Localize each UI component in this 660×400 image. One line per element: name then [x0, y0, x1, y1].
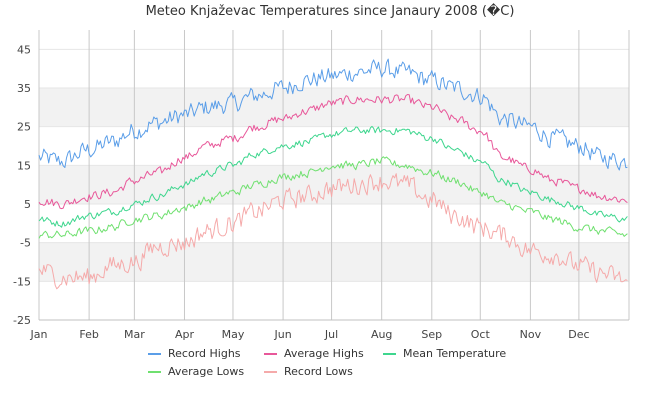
x-tick-label: Jul: [324, 328, 338, 341]
series-line-average-highs: [38, 94, 628, 210]
legend-label: Record Highs: [168, 347, 241, 360]
tick-labels: -25 -15 -5 5 15 25 35 45 Jan Feb Mar Apr May Jun Jul Au…: [13, 43, 590, 341]
legend-item-record-lows[interactable]: Record Lows: [264, 365, 353, 378]
y-tick-label: 35: [17, 82, 31, 95]
y-tick-label: 25: [17, 121, 31, 134]
y-tick-label: -5: [20, 237, 31, 250]
series-lines: [38, 58, 628, 290]
series-line-record-highs: [38, 58, 628, 171]
x-tick-label: Dec: [568, 328, 589, 341]
legend-label: Average Lows: [168, 365, 245, 378]
y-tick-label: 5: [24, 198, 31, 211]
legend-label: Average Highs: [284, 347, 364, 360]
legend-label: Mean Temperature: [403, 347, 507, 360]
x-tick-label: Jun: [273, 328, 291, 341]
x-tick-label: Aug: [371, 328, 392, 341]
x-tick-label: Nov: [520, 328, 542, 341]
series-line-average-lows: [38, 156, 628, 239]
y-tick-label: 15: [17, 159, 31, 172]
series-line-record-lows: [38, 173, 628, 290]
legend-swatch: [264, 352, 277, 355]
legend-item-average-highs[interactable]: Average Highs: [264, 347, 364, 360]
plot-band: [39, 242, 629, 282]
plot-band: [39, 88, 629, 127]
y-tick-label: -25: [13, 314, 31, 327]
y-tick-label: 45: [17, 43, 31, 56]
x-tick-label: Jan: [30, 328, 48, 341]
legend-swatch: [383, 352, 396, 355]
legend-item-record-highs[interactable]: Record Highs: [148, 347, 241, 360]
x-tick-label: Feb: [79, 328, 98, 341]
x-tick-label: Mar: [124, 328, 145, 341]
legend-swatch: [148, 352, 161, 355]
legend-item-average-lows[interactable]: Average Lows: [148, 365, 244, 378]
gridlines: [38, 30, 630, 321]
plot-band: [39, 165, 629, 204]
legend-item-mean-temperature[interactable]: Mean Temperature: [383, 347, 506, 360]
legend-label: Record Lows: [284, 365, 353, 378]
x-tick-label: May: [222, 328, 245, 341]
y-tick-label: -15: [13, 275, 31, 288]
x-tick-label: Sep: [421, 328, 442, 341]
plot-bands: [39, 88, 629, 282]
legend-swatch: [148, 370, 161, 373]
x-tick-label: Oct: [471, 328, 491, 341]
chart-title: Meteo Knjaževac Temperatures since Janau…: [145, 4, 515, 19]
series-line-mean-temperature: [38, 125, 628, 228]
x-tick-label: Apr: [175, 328, 195, 341]
legend-swatch: [264, 370, 277, 373]
